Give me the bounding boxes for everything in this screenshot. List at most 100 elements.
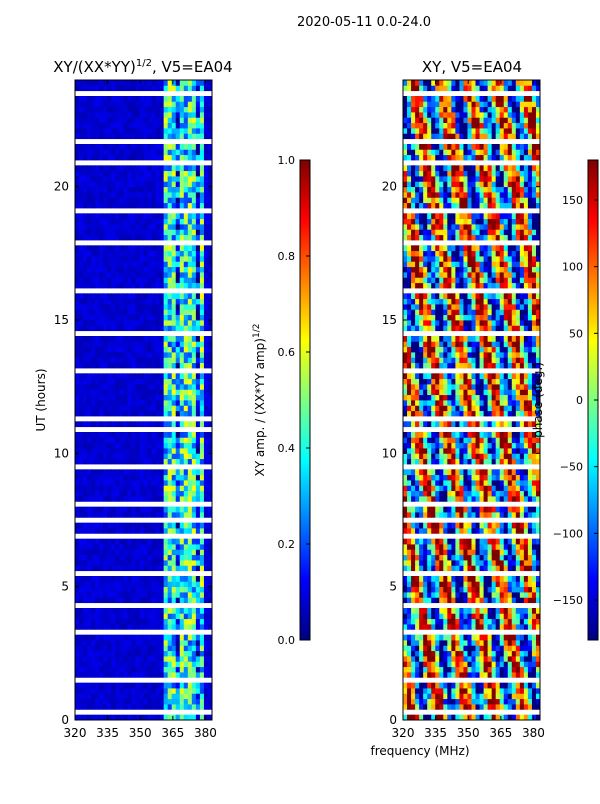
phase-cell xyxy=(451,480,455,486)
amp-cell xyxy=(152,341,156,347)
amp-cell xyxy=(176,411,180,417)
amp-cell xyxy=(204,373,208,379)
phase-cell xyxy=(407,544,411,550)
phase-cell xyxy=(411,459,415,465)
phase-cell xyxy=(455,453,459,459)
amp-cell xyxy=(152,395,156,401)
amp-cell xyxy=(184,261,188,267)
amp-cell xyxy=(196,219,200,225)
amp-cell xyxy=(79,576,83,582)
phase-cell xyxy=(447,437,451,443)
amp-cell xyxy=(123,613,127,619)
amp-cell xyxy=(200,229,204,235)
amp-cell xyxy=(107,539,111,545)
amp-cell xyxy=(75,587,79,593)
amp-cell xyxy=(127,128,131,134)
phase-cell xyxy=(435,528,439,534)
phase-cell xyxy=(447,608,451,614)
phase-cell xyxy=(480,437,484,443)
phase-cell xyxy=(427,485,431,491)
phase-cell xyxy=(423,613,427,619)
amp-cell xyxy=(95,704,99,710)
amp-cell xyxy=(95,229,99,235)
amp-cell xyxy=(87,304,91,310)
amp-cell xyxy=(200,661,204,667)
phase-cell xyxy=(431,437,435,443)
amp-cell xyxy=(87,672,91,678)
amp-cell xyxy=(83,672,87,678)
phase-cell xyxy=(524,443,528,449)
phase-cell xyxy=(512,656,516,662)
amp-cell xyxy=(135,448,139,454)
amp-cell xyxy=(131,299,135,305)
amp-cell xyxy=(152,325,156,331)
amp-cell xyxy=(144,315,148,321)
x-tick-label: 350 xyxy=(129,726,152,740)
phase-cell xyxy=(528,581,532,587)
amp-cell xyxy=(107,176,111,182)
phase-cell xyxy=(463,587,467,593)
amp-cell xyxy=(160,485,164,491)
amp-cell xyxy=(192,421,196,427)
amp-cell xyxy=(91,283,95,289)
amp-cell xyxy=(127,347,131,353)
amp-cell xyxy=(188,459,192,465)
amp-cell xyxy=(119,315,123,321)
phase-cell xyxy=(443,544,447,550)
phase-cell xyxy=(459,592,463,598)
amp-cell xyxy=(180,261,184,267)
amp-cell xyxy=(119,576,123,582)
amp-cell xyxy=(184,688,188,694)
amp-cell xyxy=(107,624,111,630)
amp-cell xyxy=(180,549,184,555)
amp-cell xyxy=(196,357,200,363)
phase-cell xyxy=(524,656,528,662)
phase-cell xyxy=(427,613,431,619)
amp-cell xyxy=(160,597,164,603)
amp-cell xyxy=(91,400,95,406)
amp-cell xyxy=(148,379,152,385)
amp-cell xyxy=(107,667,111,673)
amp-cell xyxy=(200,256,204,262)
phase-cell xyxy=(532,661,536,667)
amp-cell xyxy=(95,699,99,705)
amp-cell xyxy=(148,85,152,91)
amp-cell xyxy=(164,325,168,331)
amp-cell xyxy=(119,587,123,593)
amp-cell xyxy=(119,635,123,641)
amp-cell xyxy=(123,635,127,641)
amp-cell xyxy=(172,565,176,571)
phase-cell xyxy=(411,597,415,603)
amp-cell xyxy=(79,661,83,667)
amp-cell xyxy=(164,219,168,225)
phase-cell xyxy=(500,448,504,454)
phase-cell xyxy=(480,672,484,678)
amp-cell xyxy=(180,592,184,598)
phase-cell xyxy=(423,491,427,497)
amp-cell xyxy=(148,117,152,123)
amp-cell xyxy=(111,597,115,603)
amp-cell xyxy=(107,459,111,465)
amp-cell xyxy=(144,699,148,705)
amp-cell xyxy=(152,251,156,257)
amp-cell xyxy=(164,187,168,193)
amp-cell xyxy=(160,181,164,187)
phase-cell xyxy=(423,453,427,459)
amp-cell xyxy=(168,304,172,310)
amp-cell xyxy=(156,304,160,310)
amp-cell xyxy=(172,181,176,187)
amp-cell xyxy=(127,155,131,161)
amp-cell xyxy=(107,507,111,513)
amp-cell xyxy=(196,213,200,219)
amp-cell xyxy=(83,272,87,278)
amp-cell xyxy=(204,651,208,657)
amp-cell xyxy=(176,443,180,449)
amp-cell xyxy=(99,128,103,134)
phase-cell xyxy=(423,640,427,646)
amp-cell xyxy=(75,357,79,363)
amp-cell xyxy=(200,443,204,449)
amp-cell xyxy=(123,640,127,646)
phase-cell xyxy=(455,624,459,630)
amp-cell xyxy=(123,395,127,401)
phase-cell xyxy=(512,437,516,443)
